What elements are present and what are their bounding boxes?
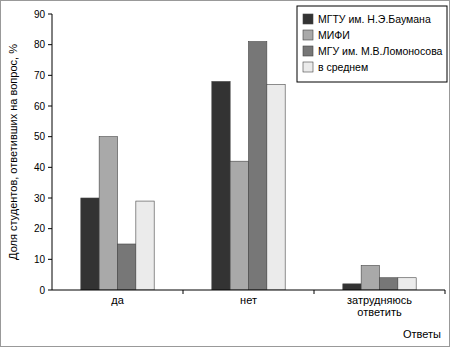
bar	[99, 137, 117, 290]
bar	[343, 284, 361, 290]
x-tick	[445, 290, 446, 294]
x-axis	[52, 290, 445, 291]
x-tick-label-line: затрудняюсь	[347, 294, 412, 306]
bar	[267, 85, 285, 290]
bar	[398, 278, 416, 290]
y-tick	[48, 106, 52, 107]
legend-label: МГУ им. М.В.Ломоносова	[318, 45, 443, 57]
x-tick-label: затрудняюсьответить	[347, 294, 412, 318]
background	[1, 1, 450, 347]
y-axis	[52, 14, 53, 290]
chart: 0 10 20 30 40 50 60 70 80 90 да нет затрудняюсьответ…	[0, 0, 450, 347]
y-tick-label: 40	[34, 162, 46, 173]
bar	[380, 278, 398, 290]
legend-swatch	[303, 14, 313, 24]
bar	[249, 42, 267, 290]
y-tick	[48, 75, 52, 76]
legend: МГТУ им. Н.Э.Баумана МИФИ МГУ им. М.В.Ломо…	[297, 6, 447, 82]
bar	[230, 161, 248, 290]
bar	[81, 198, 99, 290]
y-tick	[48, 290, 52, 291]
y-tick-label: 20	[34, 223, 46, 234]
y-tick-label: 0	[39, 285, 45, 296]
y-tick	[48, 14, 52, 15]
bar	[118, 244, 136, 290]
legend-label: в среднем	[318, 61, 368, 73]
y-tick-label: 90	[34, 9, 46, 20]
y-tick-label: 10	[34, 254, 46, 265]
x-tick-label: да	[111, 294, 124, 306]
y-tick	[48, 136, 52, 137]
legend-swatch	[303, 30, 313, 40]
legend-swatch	[303, 46, 313, 56]
x-axis-label: Ответы	[403, 328, 441, 340]
chart-root: 0 10 20 30 40 50 60 70 80 90 да нет затрудняюсьответ…	[0, 0, 450, 347]
x-tick	[314, 290, 315, 294]
y-tick-label: 80	[34, 39, 46, 50]
x-tick	[183, 290, 184, 294]
legend-swatch	[303, 62, 313, 72]
legend-label: МИФИ	[318, 29, 350, 41]
legend-label: МГТУ им. Н.Э.Баумана	[318, 13, 431, 25]
y-tick-label: 30	[34, 193, 46, 204]
y-tick	[48, 198, 52, 199]
y-tick	[48, 228, 52, 229]
x-tick-label-line: ответить	[357, 306, 402, 318]
y-axis-label: Доля студентов, ответивших на вопрос, %	[7, 44, 19, 260]
y-tick-label: 70	[34, 70, 46, 81]
y-tick	[48, 259, 52, 260]
x-tick-label: нет	[240, 294, 257, 306]
y-tick-label: 50	[34, 131, 46, 142]
bar	[212, 81, 230, 290]
legend-box	[297, 6, 447, 82]
y-tick	[48, 167, 52, 168]
y-tick	[48, 44, 52, 45]
bar	[361, 265, 379, 290]
bar	[136, 201, 154, 290]
y-tick-label: 60	[34, 101, 46, 112]
